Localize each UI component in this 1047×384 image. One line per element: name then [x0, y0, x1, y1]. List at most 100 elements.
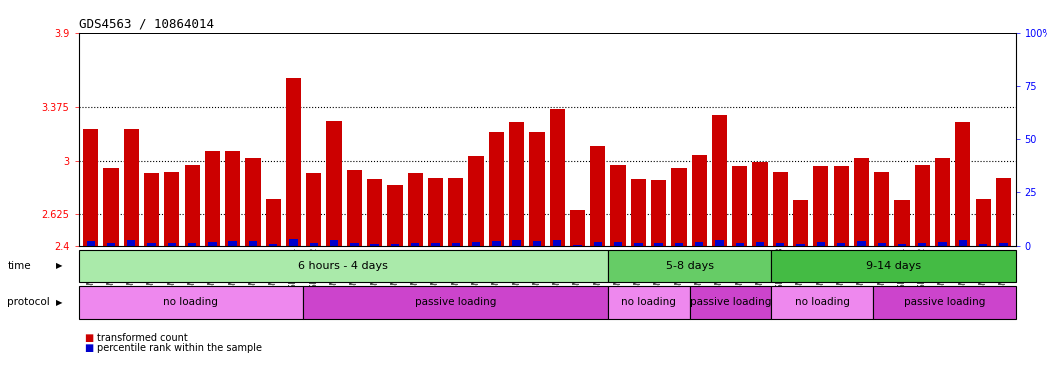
Bar — [692, 155, 707, 246]
Bar — [736, 243, 744, 246]
Bar — [303, 286, 608, 319]
Bar — [245, 158, 261, 246]
Bar — [608, 250, 772, 282]
Text: 6 hours - 4 days: 6 hours - 4 days — [298, 261, 388, 271]
Text: no loading: no loading — [795, 297, 849, 308]
Text: ■: ■ — [84, 343, 93, 353]
Bar — [509, 122, 525, 246]
Bar — [574, 245, 582, 246]
Bar — [492, 241, 500, 246]
Bar — [306, 173, 321, 246]
Text: GDS4563 / 10864014: GDS4563 / 10864014 — [79, 18, 214, 31]
Bar — [996, 177, 1011, 246]
Bar — [817, 242, 825, 246]
Bar — [550, 109, 564, 246]
Bar — [854, 158, 869, 246]
Text: ■: ■ — [84, 333, 93, 344]
Bar — [411, 243, 420, 246]
Bar — [266, 199, 281, 246]
Bar — [651, 180, 666, 246]
Bar — [793, 200, 808, 246]
Bar — [915, 165, 930, 246]
Bar — [168, 243, 176, 246]
Bar — [837, 243, 845, 246]
Bar — [918, 243, 927, 246]
Bar — [695, 242, 704, 246]
Bar — [553, 240, 561, 246]
Bar — [269, 244, 277, 246]
Text: ▶: ▶ — [55, 262, 62, 270]
Bar — [935, 158, 951, 246]
Bar — [753, 162, 767, 246]
Text: protocol: protocol — [7, 297, 50, 308]
Bar — [608, 286, 690, 319]
Bar — [187, 243, 196, 246]
Bar — [87, 241, 95, 246]
Bar — [756, 242, 764, 246]
Bar — [205, 151, 220, 246]
Bar — [772, 250, 1016, 282]
Bar — [690, 286, 772, 319]
Bar — [614, 242, 622, 246]
Bar — [489, 132, 504, 246]
Bar — [898, 244, 907, 246]
Bar — [289, 239, 297, 246]
Bar — [955, 122, 971, 246]
Bar — [959, 240, 967, 246]
Bar — [431, 243, 440, 246]
Bar — [671, 167, 687, 246]
Bar — [407, 173, 423, 246]
Bar — [327, 121, 341, 246]
Bar — [776, 243, 784, 246]
Bar — [448, 177, 464, 246]
Bar — [630, 179, 646, 246]
Text: 9-14 days: 9-14 days — [866, 261, 921, 271]
Bar — [428, 177, 443, 246]
Bar — [83, 129, 98, 246]
Bar — [468, 156, 484, 246]
Text: no loading: no loading — [163, 297, 218, 308]
Bar — [634, 243, 643, 246]
Bar — [773, 172, 788, 246]
Bar — [310, 243, 318, 246]
Bar — [533, 241, 541, 246]
Bar — [976, 199, 990, 246]
Bar — [979, 244, 987, 246]
Text: passive loading: passive loading — [904, 297, 985, 308]
Text: percentile rank within the sample: percentile rank within the sample — [97, 343, 263, 353]
Bar — [107, 243, 115, 246]
Bar — [164, 172, 179, 246]
Bar — [654, 243, 663, 246]
Bar — [570, 210, 585, 246]
Bar — [873, 286, 1016, 319]
Bar — [857, 241, 866, 246]
Bar — [104, 167, 118, 246]
Text: passive loading: passive loading — [415, 297, 496, 308]
Bar — [350, 243, 358, 246]
Bar — [674, 243, 683, 246]
Bar — [715, 240, 723, 246]
Bar — [591, 146, 605, 246]
Bar — [387, 185, 402, 246]
Bar — [472, 242, 481, 246]
Bar — [391, 244, 399, 246]
Text: passive loading: passive loading — [690, 297, 771, 308]
Bar — [451, 243, 460, 246]
Bar — [371, 244, 379, 246]
Bar — [208, 242, 217, 246]
Bar — [225, 151, 240, 246]
Bar — [594, 242, 602, 246]
Bar — [228, 241, 237, 246]
Bar — [877, 243, 886, 246]
Bar — [148, 243, 156, 246]
Text: time: time — [7, 261, 31, 271]
Text: ▶: ▶ — [55, 298, 62, 307]
Bar — [347, 170, 362, 246]
Bar — [712, 115, 727, 246]
Bar — [124, 129, 139, 246]
Bar — [79, 250, 608, 282]
Bar — [732, 166, 748, 246]
Text: no loading: no loading — [622, 297, 676, 308]
Bar — [530, 132, 544, 246]
Bar — [330, 240, 338, 246]
